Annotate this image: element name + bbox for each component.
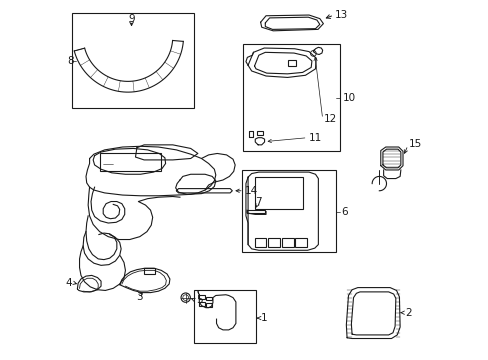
Bar xyxy=(206,303,211,307)
Bar xyxy=(254,238,266,247)
Bar xyxy=(281,238,293,247)
Bar xyxy=(100,153,160,171)
Bar xyxy=(254,177,303,210)
Text: 13: 13 xyxy=(335,10,348,20)
Text: 3: 3 xyxy=(136,292,142,302)
Text: 1: 1 xyxy=(261,313,267,323)
Bar xyxy=(247,211,264,213)
Text: 10: 10 xyxy=(343,93,356,103)
Bar xyxy=(199,302,204,306)
Bar xyxy=(206,297,211,301)
Text: 4: 4 xyxy=(65,278,72,288)
Text: 9: 9 xyxy=(128,14,135,24)
Text: 5: 5 xyxy=(196,295,203,305)
Bar xyxy=(193,290,256,343)
Text: 12: 12 xyxy=(323,114,336,124)
Bar xyxy=(267,238,280,247)
Text: 14: 14 xyxy=(244,186,257,196)
Text: 15: 15 xyxy=(408,139,421,149)
Text: 8: 8 xyxy=(67,55,74,66)
Bar xyxy=(144,268,155,274)
Text: 6: 6 xyxy=(341,207,347,217)
Bar xyxy=(72,13,194,108)
Text: 2: 2 xyxy=(405,308,411,318)
Text: 11: 11 xyxy=(308,133,322,143)
Bar xyxy=(295,238,306,247)
Bar xyxy=(242,44,339,151)
Bar xyxy=(242,170,335,252)
Text: 7: 7 xyxy=(255,197,262,207)
Bar xyxy=(287,59,296,66)
Bar xyxy=(199,296,204,299)
Bar xyxy=(256,131,263,135)
